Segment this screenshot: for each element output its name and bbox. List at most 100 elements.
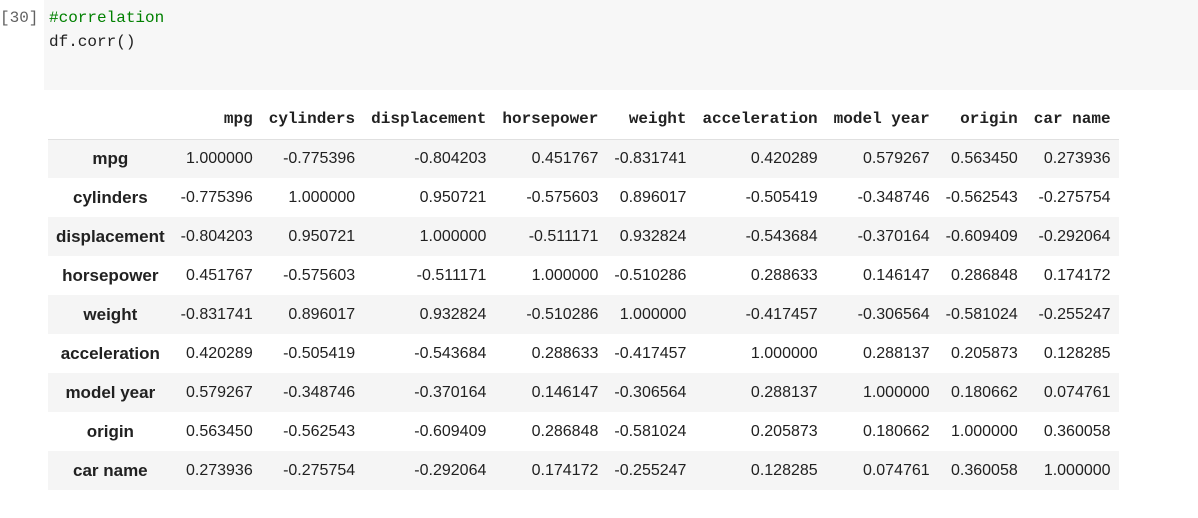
- table-cell: -0.775396: [180, 188, 253, 206]
- table-cell: -0.831741: [180, 305, 253, 323]
- table-cell: -0.417457: [614, 344, 687, 362]
- table-cell: 0.932824: [619, 227, 687, 245]
- table-cell: 0.579267: [185, 383, 253, 401]
- table-row: model year 0.579267 -0.348746 -0.370164 0.14…: [48, 373, 1119, 412]
- table-cell: -0.575603: [283, 266, 356, 284]
- table-cell: 0.420289: [185, 344, 253, 362]
- column-header: displacement: [363, 100, 495, 140]
- table-cell: -0.804203: [180, 227, 253, 245]
- table-cell: 0.950721: [288, 227, 356, 245]
- table-row: mpg 1.000000 -0.775396 -0.804203 0.451767 -0.…: [48, 139, 1119, 178]
- table-cell: -0.417457: [745, 305, 818, 323]
- table-body: mpg 1.000000 -0.775396 -0.804203 0.451767 -0.…: [48, 139, 1119, 490]
- table-cell: 0.563450: [951, 149, 1018, 167]
- header-row: mpg cylinders displacement horsepower weight…: [48, 100, 1119, 140]
- column-header: model year: [825, 100, 938, 140]
- table-cell: -0.255247: [614, 461, 687, 479]
- table-cell: 0.288137: [750, 383, 818, 401]
- row-label: cylinders: [73, 187, 148, 207]
- table-cell: -0.511171: [416, 266, 487, 284]
- table-cell: 0.146147: [531, 383, 599, 401]
- table-row: car name 0.273936 -0.275754 -0.292064 0.1741…: [48, 451, 1119, 490]
- column-header: weight: [606, 100, 695, 140]
- table-cell: -0.775396: [283, 149, 356, 167]
- table-cell: 0.286848: [531, 422, 599, 440]
- row-label: displacement: [56, 226, 165, 246]
- table-row: cylinders -0.775396 1.000000 0.950721 -0.575…: [48, 178, 1119, 217]
- table-row: weight -0.831741 0.896017 0.932824 -0.510286…: [48, 295, 1119, 334]
- table-cell: -0.348746: [283, 383, 356, 401]
- table-cell: 1.000000: [750, 344, 818, 362]
- table-cell: 0.146147: [862, 266, 930, 284]
- table-cell: 0.205873: [951, 344, 1018, 362]
- table-cell: -0.581024: [945, 305, 1018, 323]
- index-header: [48, 100, 173, 140]
- column-header: car name: [1025, 100, 1119, 140]
- table-cell: 0.288633: [750, 266, 818, 284]
- table-cell: 1.000000: [531, 266, 599, 284]
- row-label: acceleration: [60, 343, 160, 363]
- table-cell: 0.205873: [750, 422, 818, 440]
- table-cell: -0.275754: [283, 461, 356, 479]
- table-row: origin 0.563450 -0.562543 -0.609409 0.286848…: [48, 412, 1119, 451]
- table-cell: 0.288633: [531, 344, 599, 362]
- row-label: mpg: [92, 148, 129, 168]
- table-cell: 0.451767: [185, 266, 253, 284]
- table-row: displacement -0.804203 0.950721 1.000000 -0.…: [48, 217, 1119, 256]
- table-cell: 0.273936: [1043, 149, 1111, 167]
- table-cell: -0.306564: [857, 305, 930, 323]
- table-cell: 0.174172: [531, 461, 599, 479]
- table-cell: -0.292064: [1038, 227, 1111, 245]
- table-cell: 0.563450: [185, 422, 253, 440]
- code-editor[interactable]: #correlation df.corr(): [44, 0, 1198, 90]
- table-cell: 0.180662: [951, 383, 1018, 401]
- row-label: car name: [72, 460, 148, 480]
- execution-count: [30]: [0, 9, 39, 27]
- table-cell: -0.306564: [614, 383, 687, 401]
- table-cell: -0.562543: [945, 188, 1018, 206]
- column-header: cylinders: [260, 100, 364, 140]
- row-label: origin: [86, 421, 134, 441]
- table-cell: 0.074761: [1043, 383, 1111, 401]
- dataframe-table: mpg cylinders displacement horsepower weight…: [48, 100, 1119, 490]
- table-cell: 0.273936: [185, 461, 253, 479]
- code-cell[interactable]: [30] #correlation df.corr(): [0, 0, 1198, 90]
- table-cell: -0.581024: [614, 422, 687, 440]
- row-label: model year: [65, 382, 156, 402]
- table-cell: 0.579267: [862, 149, 930, 167]
- table-cell: -0.609409: [945, 227, 1018, 245]
- table-cell: 0.950721: [419, 188, 487, 206]
- row-label: horsepower: [62, 265, 159, 285]
- cell-output: mpg cylinders displacement horsepower weight…: [48, 100, 1119, 490]
- table-cell: 0.128285: [1043, 344, 1111, 362]
- table-cell: -0.348746: [857, 188, 930, 206]
- table-cell: 1.000000: [419, 227, 487, 245]
- table-cell: -0.575603: [526, 188, 599, 206]
- table-cell: -0.255247: [1038, 305, 1111, 323]
- table-cell: -0.831741: [614, 149, 687, 167]
- table-cell: 0.896017: [288, 305, 356, 323]
- table-cell: 0.128285: [750, 461, 818, 479]
- table-cell: 0.896017: [619, 188, 687, 206]
- table-cell: 0.180662: [862, 422, 930, 440]
- table-row: horsepower 0.451767 -0.575603 -0.511171 1.00…: [48, 256, 1119, 295]
- table-cell: 0.932824: [419, 305, 487, 323]
- table-cell: -0.510286: [526, 305, 599, 323]
- table-cell: -0.543684: [414, 344, 487, 362]
- code-statement: df.corr(): [49, 33, 136, 51]
- table-cell: 1.000000: [619, 305, 687, 323]
- table-cell: -0.804203: [414, 149, 487, 167]
- table-cell: -0.511171: [528, 227, 599, 245]
- table-cell: -0.370164: [414, 383, 487, 401]
- table-cell: 1.000000: [951, 422, 1018, 440]
- table-cell: -0.275754: [1038, 188, 1111, 206]
- table-row: acceleration 0.420289 -0.505419 -0.543684 0.…: [48, 334, 1119, 373]
- code-comment: #correlation: [49, 9, 165, 27]
- table-cell: 1.000000: [288, 188, 356, 206]
- column-header: mpg: [172, 100, 261, 140]
- table-cell: 1.000000: [862, 383, 930, 401]
- table-cell: 0.286848: [951, 266, 1018, 284]
- table-cell: 0.074761: [862, 461, 930, 479]
- table-cell: -0.505419: [745, 188, 818, 206]
- table-cell: 0.174172: [1043, 266, 1111, 284]
